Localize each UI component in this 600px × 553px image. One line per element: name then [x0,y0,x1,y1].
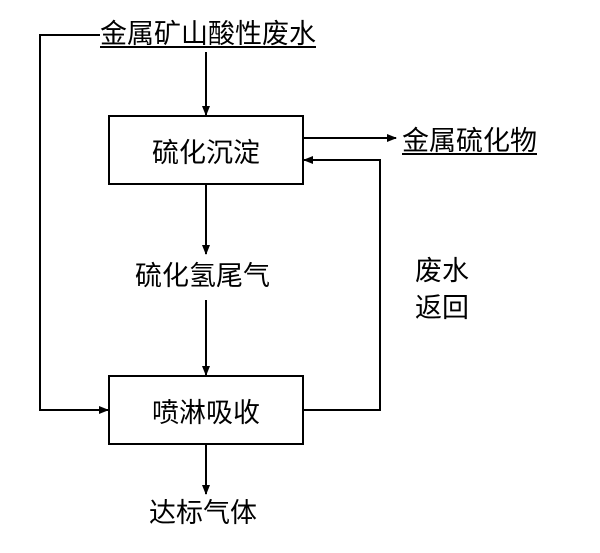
label-output-bottom: 达标气体 [149,497,257,529]
flow-lines [0,0,600,553]
box2-label: 喷淋吸收 [152,391,260,430]
box-spray-absorption: 喷淋吸收 [108,375,304,445]
box-sulfide-precipitation: 硫化沉淀 [108,115,304,185]
label-input-top: 金属矿山酸性废水 [100,18,316,50]
box1-label: 硫化沉淀 [152,131,260,170]
label-mid-gas: 硫化氢尾气 [135,260,270,292]
edge-e_left_branch [40,35,108,410]
flowchart-canvas: 金属矿山酸性废水 金属硫化物 硫化氢尾气 废水 返回 达标气体 硫化沉淀 喷淋吸… [0,0,600,553]
label-return-line2: 返回 [415,292,469,324]
edge-e_return_in [304,160,380,410]
label-output-right: 金属硫化物 [402,125,537,157]
label-return-line1: 废水 [415,255,469,287]
